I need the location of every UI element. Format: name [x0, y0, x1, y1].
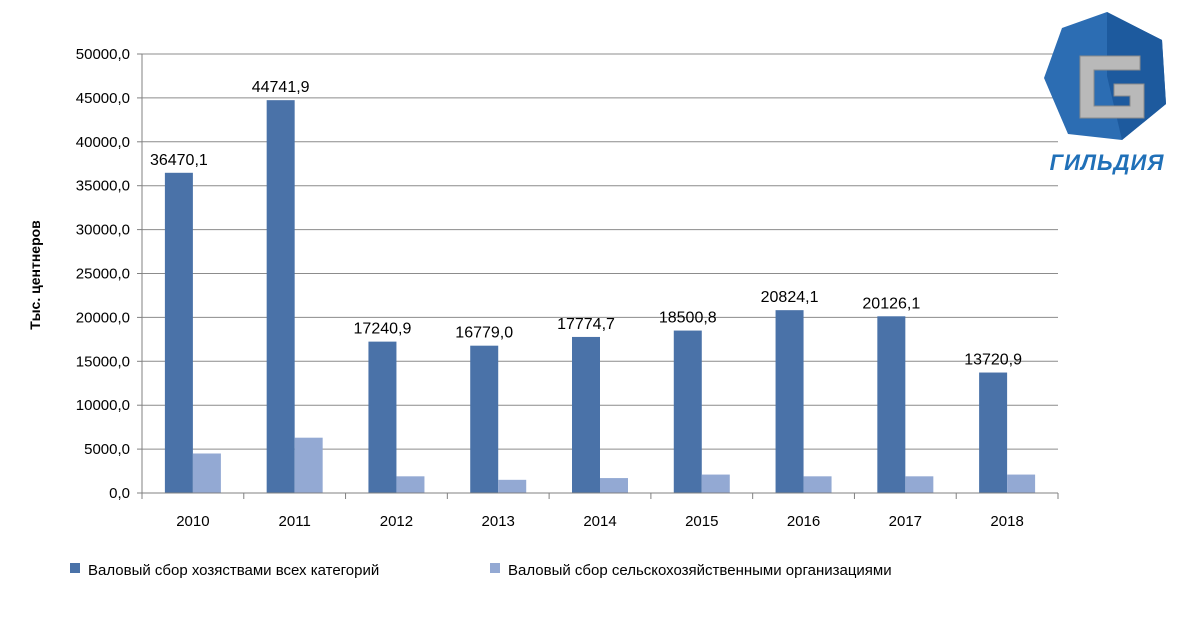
bar-series-2-2018 [1007, 474, 1036, 493]
bar-series-2-2011 [294, 437, 323, 493]
x-tick-label: 2014 [583, 513, 616, 530]
bar-series-2-2015 [701, 474, 730, 493]
bar-series-1-2013 [470, 345, 499, 493]
data-label-2017: 20126,1 [862, 295, 920, 312]
bars [164, 100, 1036, 494]
y-tick-label: 45000,0 [76, 90, 130, 107]
bar-series-2-2014 [600, 478, 628, 493]
data-label-2012: 17240,9 [354, 321, 412, 338]
bar-series-1-2012 [368, 341, 397, 493]
bar-series-1-2015 [673, 330, 702, 493]
bar-series-1-2018 [979, 372, 1008, 493]
bar-series-1-2016 [775, 310, 804, 493]
data-label-2018: 13720,9 [964, 352, 1022, 369]
y-axis-ticks: 0,0 5000,0 10000,0 15000,0 20000,0 25000,0 300… [76, 46, 142, 502]
x-tick-label: 2010 [176, 513, 209, 530]
y-tick-label: 5000,0 [84, 441, 130, 458]
legend-label-series-2: Валовый сбор сельскохозяйственными орган… [508, 562, 892, 579]
bar-series-2-2010 [192, 453, 221, 493]
legend-label-series-1: Валовый сбор хозяствами всех категорий [88, 562, 379, 579]
y-tick-label: 40000,0 [76, 134, 130, 151]
y-tick-label: 10000,0 [76, 397, 130, 414]
x-tick-label: 2012 [380, 513, 413, 530]
y-tick-label: 25000,0 [76, 266, 130, 283]
x-tick-label: 2016 [787, 513, 820, 530]
y-tick-label: 35000,0 [76, 178, 130, 195]
bar-series-1-2010 [164, 172, 193, 493]
bar-series-2-2016 [803, 476, 832, 493]
bar-series-2-2017 [905, 476, 934, 493]
data-label-2014: 17774,7 [557, 316, 615, 333]
logo-g-letter [1079, 55, 1145, 119]
data-label-2011: 44741,9 [252, 79, 310, 96]
bar-series-1-2014 [572, 336, 600, 493]
gildiya-logo: ГИЛЬДИЯ [1044, 12, 1166, 175]
data-label-2015: 18500,8 [659, 310, 717, 327]
bar-series-2-2013 [498, 479, 527, 493]
x-tick-label: 2015 [685, 513, 718, 530]
x-tick-label: 2011 [279, 513, 311, 530]
x-axis-ticks: 2010 2011 2012 2013 2014 2015 2016 2017 2018 [141, 493, 1059, 530]
x-tick-label: 2013 [482, 513, 515, 530]
y-tick-label: 20000,0 [76, 309, 130, 326]
y-tick-label: 15000,0 [76, 353, 130, 370]
data-label-2016: 20824,1 [761, 289, 819, 306]
y-tick-label: 30000,0 [76, 222, 130, 239]
bar-series-1-2011 [266, 100, 295, 494]
x-tick-label: 2017 [889, 513, 922, 530]
data-labels: 36470,1 44741,9 17240,9 16779,0 17774,7 18500… [150, 79, 1022, 368]
legend: Валовый сбор хозяствами всех категорий В… [70, 562, 892, 579]
legend-swatch-series-2 [490, 563, 500, 573]
logo-text: ГИЛЬДИЯ [1050, 150, 1165, 175]
data-label-2010: 36470,1 [150, 152, 208, 169]
data-label-2013: 16779,0 [455, 325, 513, 342]
y-tick-label: 0,0 [109, 485, 130, 502]
bar-series-1-2017 [877, 316, 906, 493]
y-axis-label: Тыс. центнеров [27, 220, 43, 330]
y-tick-label: 50000,0 [76, 46, 130, 63]
x-tick-label: 2018 [990, 513, 1023, 530]
legend-swatch-series-1 [70, 563, 80, 573]
bar-series-2-2012 [396, 476, 425, 493]
